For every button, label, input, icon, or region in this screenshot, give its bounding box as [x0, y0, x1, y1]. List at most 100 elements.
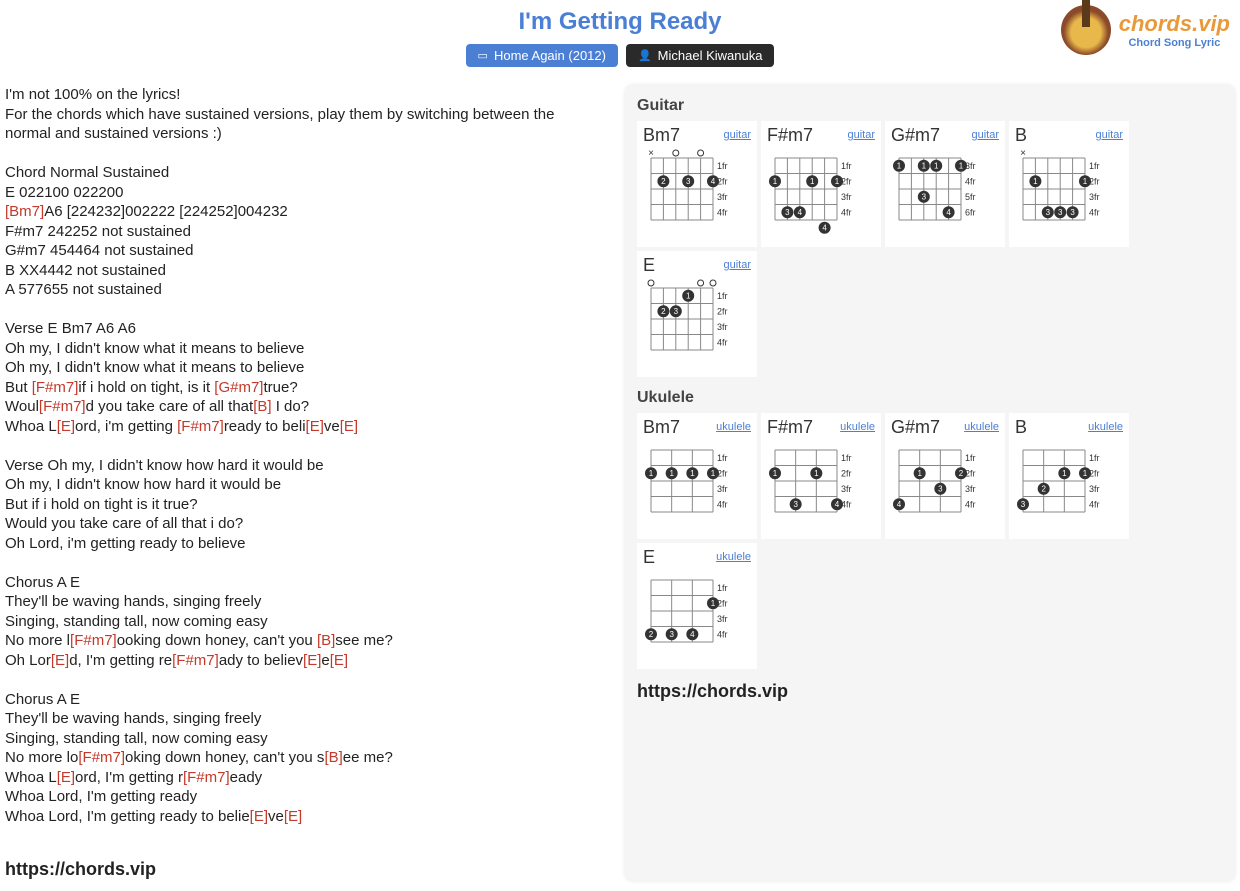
chord-inline[interactable]: [E] — [284, 808, 302, 825]
chord-instrument-link[interactable]: guitar — [847, 129, 875, 141]
lyric-line: Whoa Lord, I'm getting ready to belie[E]… — [5, 807, 605, 827]
chord-box[interactable]: B guitar ×113331fr2fr3fr4fr — [1009, 121, 1129, 247]
svg-text:5fr: 5fr — [965, 192, 976, 202]
song-title: I'm Getting Ready — [0, 8, 1240, 36]
ukulele-title: Ukulele — [637, 389, 1223, 407]
chord-diagram: 1113441fr2fr3fr4fr — [767, 148, 875, 238]
svg-text:1: 1 — [711, 599, 716, 608]
svg-text:2: 2 — [959, 469, 964, 478]
logo-text: chords.vip Chord Song Lyric — [1119, 11, 1230, 49]
svg-text:2: 2 — [661, 177, 666, 186]
lyric-line: Would you take care of all that i do? — [5, 514, 605, 534]
footer-url[interactable]: https://chords.vip — [5, 858, 605, 881]
guitar-title: Guitar — [637, 97, 1223, 115]
guitar-chord-grid: Bm7 guitar ×2341fr2fr3fr4fr F#m7 guitar … — [637, 121, 1223, 377]
chord-inline[interactable]: [E] — [250, 808, 268, 825]
chord-instrument-link[interactable]: guitar — [723, 129, 751, 141]
svg-text:4fr: 4fr — [717, 207, 728, 217]
chord-inline[interactable]: [F#m7] — [172, 652, 219, 669]
chord-inline[interactable]: [Bm7] — [5, 203, 44, 220]
logo-main: chords.vip — [1119, 11, 1230, 37]
chord-inline[interactable]: [E] — [51, 652, 69, 669]
chord-box[interactable]: E ukulele 12341fr2fr3fr4fr — [637, 543, 757, 669]
chord-box[interactable]: Bm7 guitar ×2341fr2fr3fr4fr — [637, 121, 757, 247]
chord-box[interactable]: E guitar 1231fr2fr3fr4fr — [637, 251, 757, 377]
lyrics-column: I'm not 100% on the lyrics! For the chor… — [5, 85, 605, 881]
chord-inline[interactable]: [F#m7] — [183, 769, 230, 786]
svg-text:4fr: 4fr — [717, 629, 728, 639]
svg-text:1: 1 — [711, 469, 716, 478]
svg-text:3fr: 3fr — [717, 322, 728, 332]
svg-text:1fr: 1fr — [717, 161, 728, 171]
svg-text:3: 3 — [1046, 208, 1051, 217]
album-badge[interactable]: ▭ Home Again (2012) — [466, 44, 618, 67]
site-logo[interactable]: chords.vip Chord Song Lyric — [1061, 5, 1230, 55]
lyric-line: Oh Lord, i'm getting ready to believe — [5, 534, 605, 554]
chord-inline[interactable]: [B] — [317, 632, 335, 649]
chord-name: E — [643, 255, 655, 276]
svg-text:2fr: 2fr — [717, 176, 728, 186]
lyric-line: Whoa L[E]ord, I'm getting r[F#m7]eady — [5, 768, 605, 788]
svg-text:6fr: 6fr — [965, 207, 976, 217]
chord-name: Bm7 — [643, 125, 680, 146]
chord-box[interactable]: F#m7 guitar 1113441fr2fr3fr4fr — [761, 121, 881, 247]
content: I'm not 100% on the lyrics! For the chor… — [0, 75, 1240, 891]
lyric-line: I'm not 100% on the lyrics! — [5, 85, 605, 105]
chord-inline[interactable]: [E] — [57, 769, 75, 786]
panel-url[interactable]: https://chords.vip — [637, 681, 1223, 702]
svg-text:3: 3 — [1058, 208, 1063, 217]
chord-name: G#m7 — [891, 125, 940, 146]
chord-box[interactable]: G#m7 ukulele 12341fr2fr3fr4fr — [885, 413, 1005, 539]
chord-box[interactable]: B ukulele 11231fr2fr3fr4fr — [1009, 413, 1129, 539]
chord-inline[interactable]: [E] — [306, 418, 324, 435]
svg-text:1fr: 1fr — [841, 161, 852, 171]
chord-inline[interactable]: [B] — [253, 398, 271, 415]
chord-inline[interactable]: [G#m7] — [214, 379, 263, 396]
chord-diagram: 11231fr2fr3fr4fr — [1015, 440, 1123, 530]
chord-instrument-link[interactable]: ukulele — [1088, 421, 1123, 433]
lyric-line: They'll be waving hands, singing freely — [5, 709, 605, 729]
chord-inline[interactable]: [B] — [324, 749, 342, 766]
chord-instrument-link[interactable]: guitar — [1095, 129, 1123, 141]
svg-text:2fr: 2fr — [1089, 468, 1100, 478]
chord-inline[interactable]: [F#m7] — [70, 632, 117, 649]
svg-text:4: 4 — [798, 208, 803, 217]
chord-instrument-link[interactable]: guitar — [723, 259, 751, 271]
chord-inline[interactable]: [F#m7] — [32, 379, 79, 396]
svg-text:4fr: 4fr — [841, 499, 852, 509]
svg-text:2: 2 — [661, 307, 666, 316]
artist-icon: 👤 — [638, 49, 652, 62]
chord-inline[interactable]: [F#m7] — [39, 398, 86, 415]
svg-text:3fr: 3fr — [1089, 192, 1100, 202]
chord-name: Bm7 — [643, 417, 680, 438]
svg-text:1fr: 1fr — [965, 453, 976, 463]
svg-text:1fr: 1fr — [717, 583, 728, 593]
chord-box[interactable]: G#m7 guitar 1111343fr4fr5fr6fr — [885, 121, 1005, 247]
chord-diagram: 12341fr2fr3fr4fr — [643, 570, 751, 660]
svg-text:×: × — [648, 148, 654, 159]
lyric-line: They'll be waving hands, singing freely — [5, 592, 605, 612]
chord-instrument-link[interactable]: ukulele — [716, 421, 751, 433]
svg-text:3: 3 — [785, 208, 790, 217]
svg-text:2fr: 2fr — [965, 468, 976, 478]
chord-inline[interactable]: [E] — [340, 418, 358, 435]
chord-instrument-link[interactable]: ukulele — [716, 551, 751, 563]
lyric-line: Chorus A E — [5, 573, 605, 593]
chord-inline[interactable]: [E] — [57, 418, 75, 435]
chord-box[interactable]: Bm7 ukulele 11111fr2fr3fr4fr — [637, 413, 757, 539]
svg-text:1: 1 — [934, 161, 939, 170]
chord-inline[interactable]: [E] — [303, 652, 321, 669]
chord-inline[interactable]: [F#m7] — [78, 749, 125, 766]
chord-instrument-link[interactable]: ukulele — [840, 421, 875, 433]
svg-text:1fr: 1fr — [717, 291, 728, 301]
lyric-line: But if i hold on tight is it true? — [5, 495, 605, 515]
chord-instrument-link[interactable]: ukulele — [964, 421, 999, 433]
chord-inline[interactable]: [F#m7] — [177, 418, 224, 435]
chord-instrument-link[interactable]: guitar — [971, 129, 999, 141]
svg-text:1: 1 — [814, 469, 819, 478]
chord-inline[interactable]: [E] — [330, 652, 348, 669]
chord-box[interactable]: F#m7 ukulele 11341fr2fr3fr4fr — [761, 413, 881, 539]
chords-panel: Guitar Bm7 guitar ×2341fr2fr3fr4fr F#m7 … — [625, 85, 1235, 881]
artist-badge[interactable]: 👤 Michael Kiwanuka — [626, 44, 774, 67]
lyric-line: For the chords which have sustained vers… — [5, 105, 605, 125]
